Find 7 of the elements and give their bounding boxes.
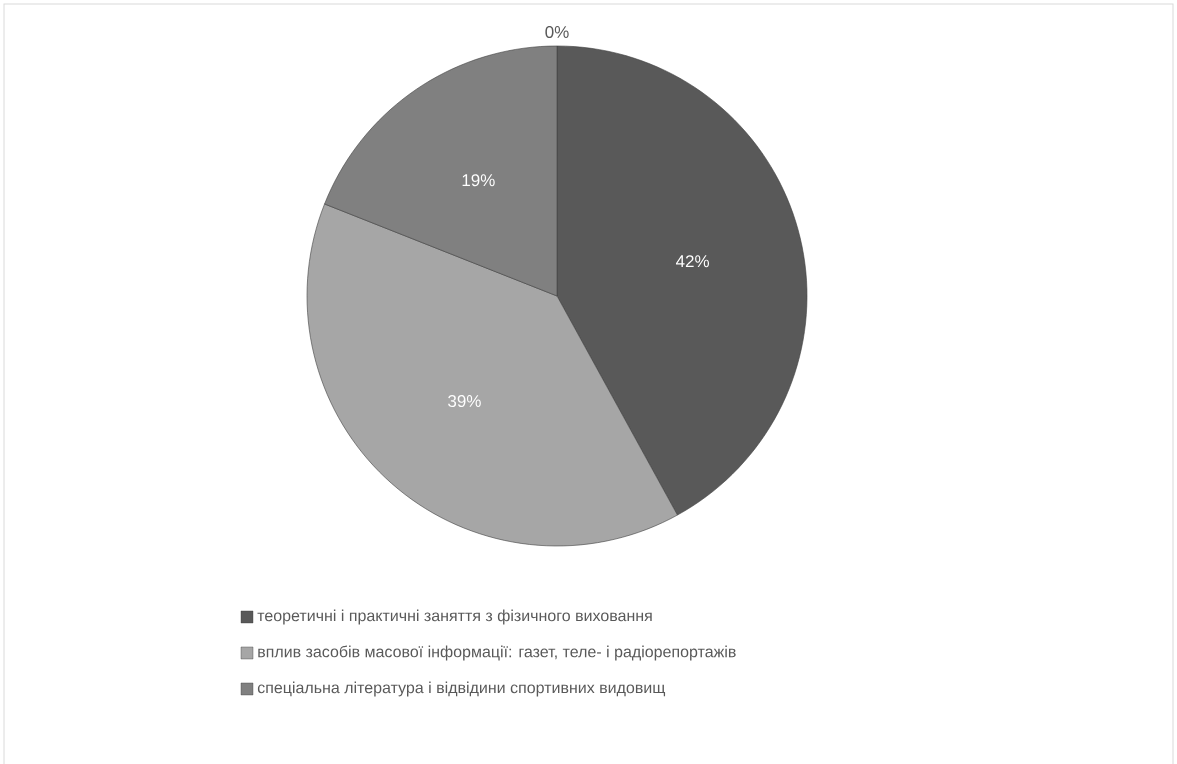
data-label: 42% [675, 254, 710, 267]
legend-label: вплив засобів масової інформації: газет, теле- і радіорепортажів [258, 645, 736, 661]
legend-label: спеціальна література і відвідини спортивних видовищ [257, 681, 666, 697]
text: 0% [545, 25, 569, 38]
legend-label: теоретичні і практичні заняття з фізичного виховання [257, 609, 652, 625]
data-label: 39% [448, 394, 481, 407]
data-label: 19% [462, 173, 495, 186]
